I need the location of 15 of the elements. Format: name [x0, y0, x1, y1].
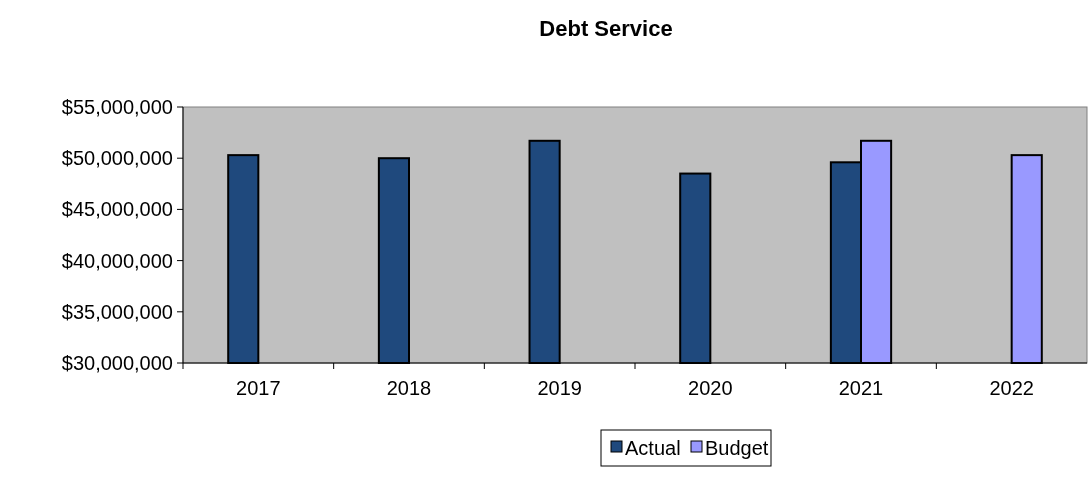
y-tick-label: $40,000,000 [61, 249, 173, 272]
x-tick-label: 2017 [236, 377, 281, 399]
chart-title: Debt Service [539, 16, 673, 41]
x-tick-label: 2022 [989, 377, 1034, 399]
y-tick-label: $55,000,000 [61, 96, 173, 118]
y-tick-label: $50,000,000 [61, 147, 173, 170]
x-tick-label: 2019 [537, 377, 582, 399]
y-tick-label: $30,000,000 [61, 352, 173, 374]
legend-label: Budget [705, 437, 769, 459]
x-tick-label: 2018 [386, 377, 432, 399]
legend-label: Actual [625, 437, 681, 459]
y-tick-label: $35,000,000 [61, 300, 173, 323]
y-tick-label: $45,000,000 [61, 198, 173, 221]
x-tick-label: 2021 [838, 377, 884, 399]
x-tick-label: 2020 [688, 377, 733, 399]
